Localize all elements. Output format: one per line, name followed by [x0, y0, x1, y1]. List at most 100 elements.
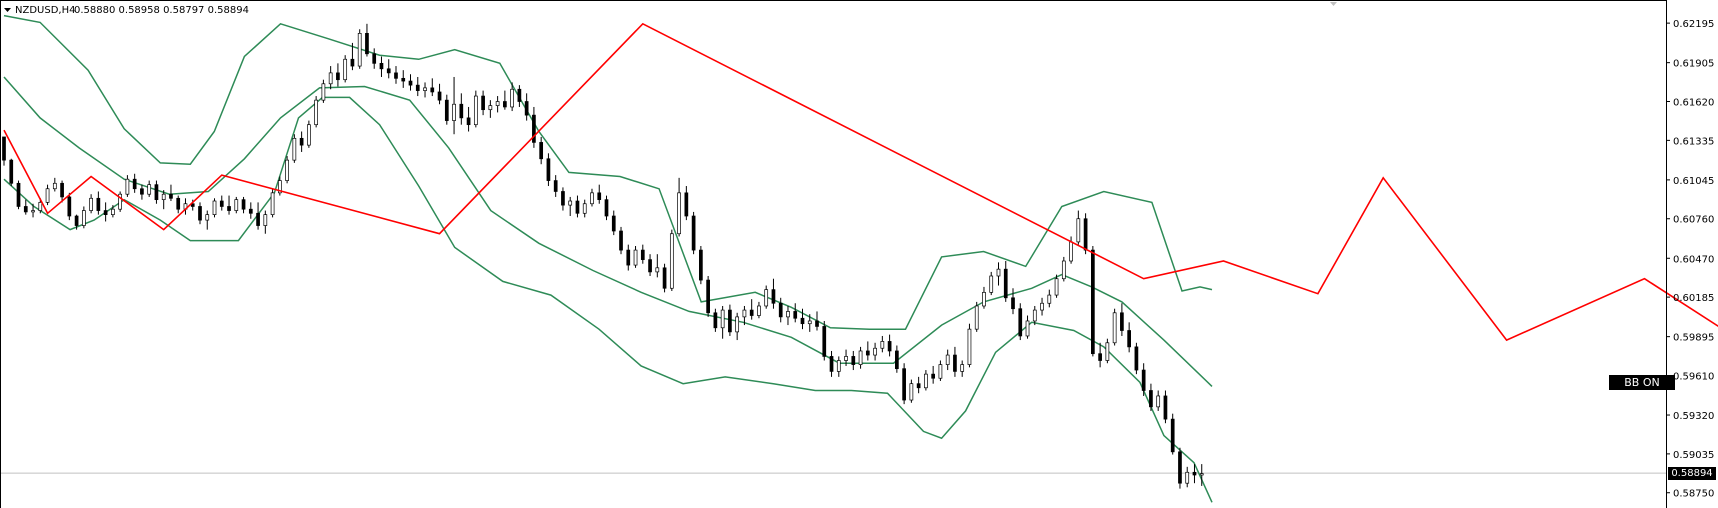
- candle-body: [873, 347, 877, 356]
- candle: [495, 96, 500, 113]
- candle: [974, 301, 979, 332]
- candle: [372, 48, 377, 69]
- candle-body: [1163, 395, 1168, 420]
- candle: [633, 246, 638, 268]
- shift-marker-icon[interactable]: [1330, 2, 1337, 6]
- candle-body: [379, 62, 384, 70]
- candle-body: [74, 215, 79, 226]
- candle-body: [815, 320, 819, 327]
- candle: [161, 190, 166, 210]
- candle: [74, 214, 79, 230]
- candle-body: [655, 267, 660, 273]
- candle-body: [1199, 473, 1204, 476]
- candle-body: [945, 354, 950, 365]
- candle: [357, 29, 362, 69]
- candle-body: [459, 103, 464, 119]
- candle: [263, 210, 268, 234]
- candle: [829, 350, 834, 377]
- candle: [568, 196, 573, 217]
- candle-body: [423, 87, 427, 91]
- candle-body: [669, 233, 674, 289]
- candle: [916, 376, 921, 394]
- candle: [277, 176, 282, 196]
- candle: [931, 365, 936, 384]
- candle-body: [270, 192, 275, 216]
- candle-body: [1091, 249, 1095, 355]
- candle-body: [1018, 308, 1023, 337]
- candle-body: [372, 53, 377, 64]
- candle-body: [982, 291, 986, 307]
- zigzag-line: [3, 22, 1718, 342]
- candle-body: [503, 101, 507, 108]
- candle: [147, 180, 152, 197]
- candle-body: [735, 316, 740, 333]
- candle: [996, 262, 1001, 286]
- candle-body: [263, 214, 268, 226]
- candle-body: [495, 101, 500, 106]
- candle: [285, 156, 289, 184]
- candle: [771, 278, 776, 309]
- candle-body: [684, 192, 689, 217]
- candle-body: [1141, 369, 1146, 391]
- candle: [1098, 342, 1102, 368]
- candle: [227, 195, 231, 215]
- candle-body: [778, 302, 783, 318]
- candle-body: [858, 350, 863, 365]
- candle-body: [314, 99, 318, 126]
- candle-body: [1178, 451, 1182, 484]
- candle: [677, 177, 681, 237]
- candle: [1091, 246, 1095, 357]
- candle-body: [887, 341, 892, 352]
- candle-body: [343, 58, 348, 81]
- candle: [45, 184, 50, 206]
- candle-body: [2, 136, 6, 161]
- price-tick-label: 0.61620: [1673, 98, 1714, 109]
- candle-body: [1185, 471, 1190, 484]
- bb-toggle-button[interactable]: BB ON: [1609, 375, 1675, 390]
- candle: [1170, 413, 1175, 455]
- candle-body: [924, 373, 928, 389]
- candle: [691, 211, 696, 255]
- candle-body: [328, 72, 333, 85]
- candle: [444, 94, 449, 125]
- candle: [241, 196, 246, 214]
- candle: [1178, 447, 1182, 489]
- candle-body: [757, 305, 761, 316]
- candle: [532, 106, 536, 148]
- candle-body: [307, 124, 311, 146]
- candle-body: [640, 249, 645, 260]
- candle: [655, 254, 660, 278]
- candle: [103, 202, 108, 222]
- candle: [1120, 303, 1124, 336]
- candle: [851, 350, 856, 371]
- candle: [1061, 256, 1066, 282]
- candle-body: [706, 279, 710, 314]
- candle-body: [807, 320, 812, 325]
- candle-body: [749, 309, 754, 316]
- candle: [140, 184, 144, 200]
- candle: [67, 192, 72, 221]
- candle-body: [532, 114, 536, 143]
- candle: [401, 70, 406, 88]
- candle-body: [103, 210, 108, 216]
- candle: [800, 308, 805, 330]
- candle-body: [633, 249, 638, 266]
- candle-body: [582, 203, 587, 214]
- candle-body: [1025, 320, 1030, 337]
- candle: [2, 136, 6, 166]
- candle: [81, 206, 86, 229]
- chart-header: NZDUSD,H4 0.58880 0.58958 0.58797 0.5889…: [4, 2, 1337, 16]
- bollinger-lower-band: [3, 96, 1213, 503]
- candle: [466, 106, 471, 132]
- candle-body: [590, 192, 594, 205]
- candle-body: [909, 383, 914, 401]
- candle: [31, 203, 35, 218]
- bollinger-bands: [3, 14, 1213, 503]
- candle: [365, 23, 369, 57]
- dropdown-triangle-icon[interactable]: [4, 8, 11, 12]
- candle-body: [546, 158, 551, 181]
- price-tick-label: 0.60185: [1673, 293, 1714, 304]
- candle: [887, 334, 892, 357]
